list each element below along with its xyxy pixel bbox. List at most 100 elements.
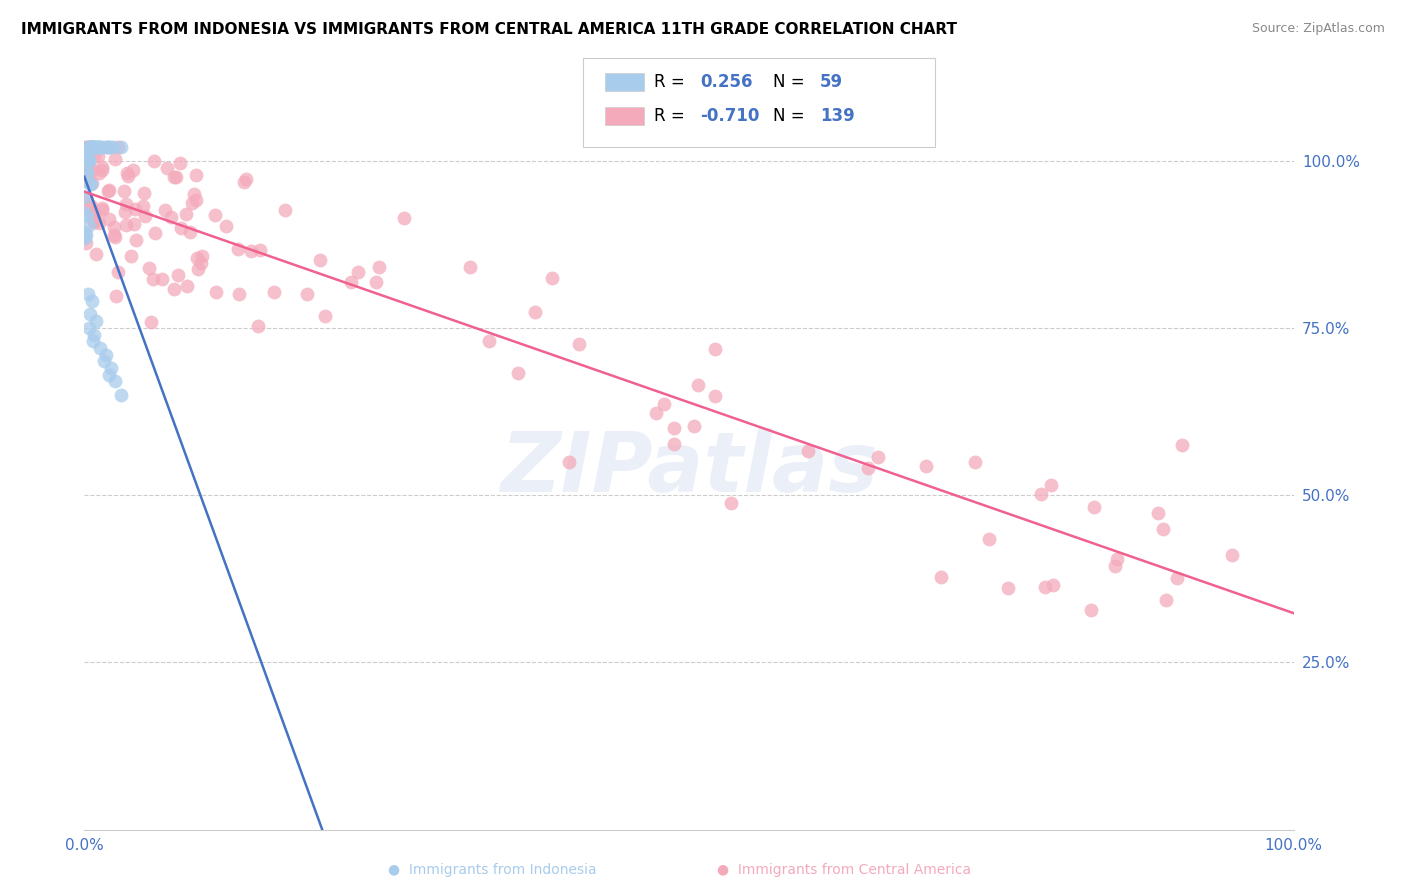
Point: [76, 200, 98, 214]
Point: [82, 205, 104, 219]
Point: [215, 219, 238, 233]
Point: [97, 140, 120, 154]
Point: [249, 243, 271, 257]
Point: [120, 248, 142, 262]
Point: [704, 342, 727, 356]
Point: [96, 140, 118, 154]
Point: [87, 140, 110, 154]
Point: [568, 336, 591, 351]
Point: [82, 334, 104, 349]
Point: [163, 169, 186, 184]
Point: [75, 140, 97, 154]
Point: [98, 140, 121, 154]
Point: [458, 260, 481, 274]
Point: [91, 201, 114, 215]
Point: [190, 256, 212, 270]
Point: [1033, 580, 1056, 594]
Point: [122, 162, 145, 177]
Point: [914, 458, 936, 473]
Point: [91, 161, 114, 175]
Point: [929, 569, 952, 583]
Point: [82, 140, 104, 154]
Point: [186, 168, 208, 182]
Point: [94, 348, 117, 362]
Point: [645, 406, 668, 420]
Point: [79, 140, 101, 154]
Point: [150, 272, 173, 286]
Point: [103, 140, 125, 154]
Point: [132, 186, 155, 200]
Point: [1154, 593, 1177, 607]
Point: [84, 140, 107, 154]
Point: [97, 140, 120, 154]
Text: IMMIGRANTS FROM INDONESIA VS IMMIGRANTS FROM CENTRAL AMERICA 11TH GRADE CORRELAT: IMMIGRANTS FROM INDONESIA VS IMMIGRANTS …: [21, 22, 957, 37]
Point: [240, 244, 263, 259]
Point: [103, 227, 125, 242]
Point: [84, 206, 107, 220]
Point: [76, 209, 98, 223]
Point: [309, 252, 332, 267]
Point: [1170, 438, 1192, 452]
Point: [557, 454, 579, 468]
Point: [77, 153, 100, 168]
Point: [80, 140, 103, 154]
Point: [204, 285, 226, 300]
Point: [75, 236, 97, 251]
Point: [80, 140, 103, 154]
Point: [97, 212, 120, 227]
Point: [143, 153, 166, 168]
Point: [1220, 548, 1243, 562]
Point: [75, 140, 97, 154]
Point: [79, 140, 101, 154]
Point: [184, 194, 207, 208]
Point: [226, 242, 249, 256]
Point: [77, 140, 100, 154]
Point: [506, 366, 529, 380]
Point: [75, 174, 97, 188]
Point: [107, 265, 129, 279]
Point: [180, 195, 202, 210]
Text: ●  Immigrants from Central America: ● Immigrants from Central America: [717, 863, 970, 877]
Point: [115, 166, 138, 180]
Point: [79, 141, 101, 155]
Point: [1104, 559, 1126, 574]
Point: [997, 581, 1019, 595]
Point: [142, 272, 165, 286]
Point: [683, 419, 706, 434]
Text: R =: R =: [654, 107, 690, 125]
Text: ZIPatlas: ZIPatlas: [501, 428, 877, 508]
Point: [76, 159, 98, 173]
Point: [77, 144, 100, 158]
Point: [83, 215, 105, 229]
Point: [124, 202, 146, 216]
Point: [392, 211, 415, 225]
Point: [77, 287, 100, 301]
Point: [686, 377, 709, 392]
Point: [80, 177, 103, 191]
Point: [114, 218, 136, 232]
Point: [1147, 506, 1170, 520]
Point: [97, 184, 120, 198]
Point: [703, 389, 725, 403]
Point: [204, 208, 226, 222]
Point: [124, 233, 146, 247]
Point: [77, 153, 100, 167]
Point: [89, 341, 111, 355]
Point: [167, 268, 190, 282]
Point: [1040, 478, 1063, 492]
Point: [87, 140, 110, 154]
Point: [228, 287, 250, 301]
Point: [83, 140, 105, 154]
Point: [107, 140, 129, 154]
Point: [364, 275, 387, 289]
Point: [73, 205, 96, 219]
Text: 139: 139: [820, 107, 855, 125]
Point: [662, 421, 685, 435]
Point: [86, 314, 108, 328]
Point: [160, 211, 183, 225]
Point: [97, 183, 120, 197]
Point: [263, 285, 285, 299]
Text: N =: N =: [773, 107, 810, 125]
Point: [115, 197, 138, 211]
Point: [76, 152, 98, 166]
